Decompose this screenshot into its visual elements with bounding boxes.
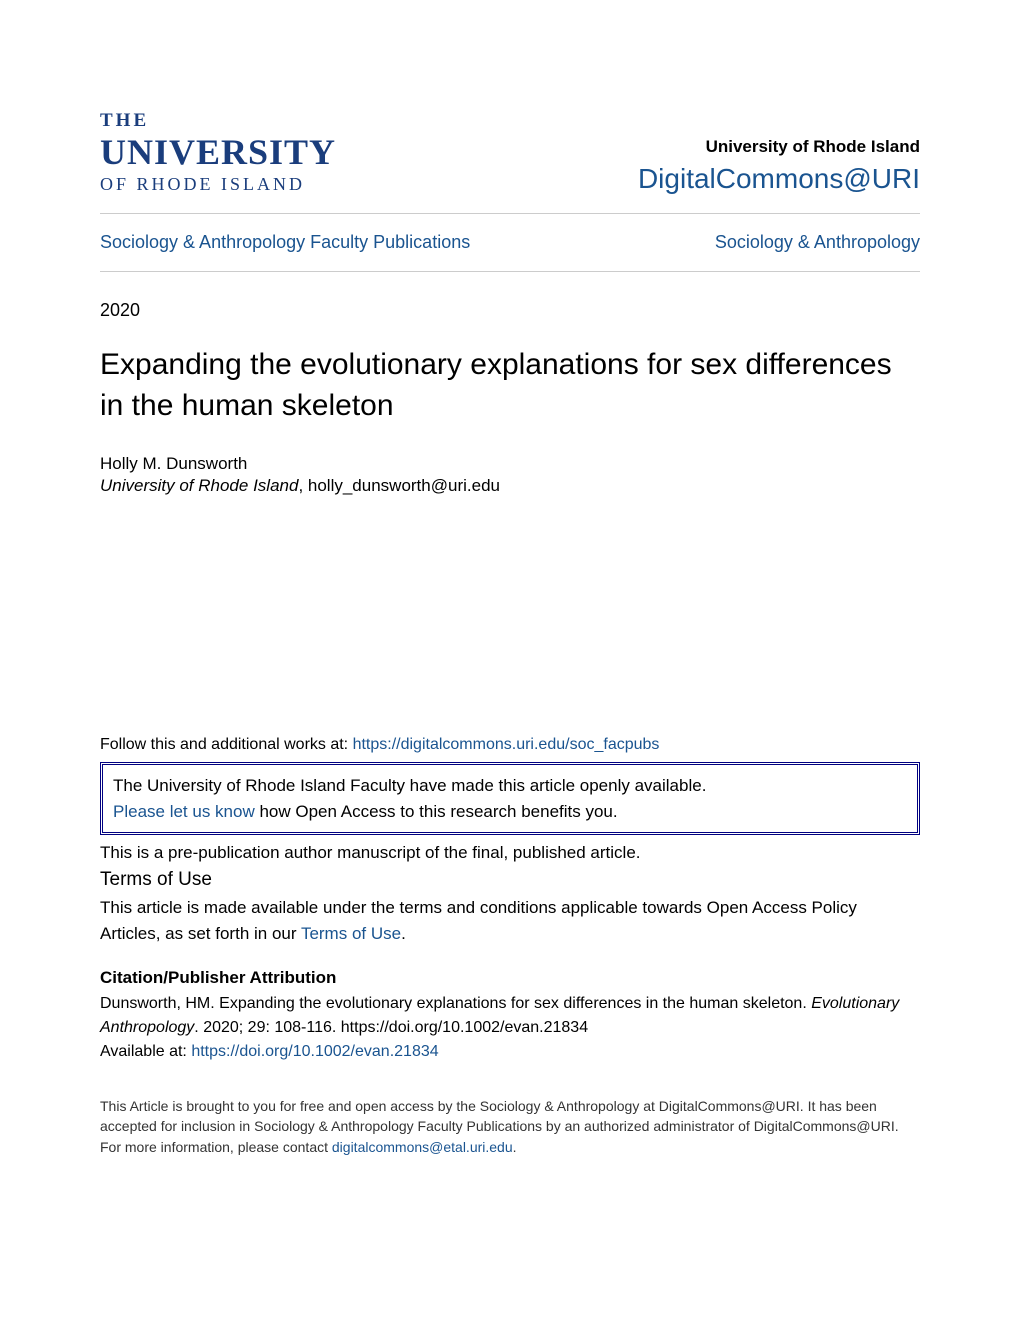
citation-heading: Citation/Publisher Attribution: [100, 968, 920, 988]
terms-prefix: This article is made available under the…: [100, 898, 857, 943]
university-name: University of Rhode Island: [638, 137, 920, 157]
citation-available-prefix: Available at:: [100, 1043, 191, 1060]
article-title: Expanding the evolutionary explanations …: [100, 345, 920, 426]
author-institution: University of Rhode Island: [100, 476, 298, 495]
page-header: THE UNIVERSITY OF RHODE ISLAND Universit…: [100, 110, 920, 195]
footer-contact-link[interactable]: digitalcommons@etal.uri.edu: [332, 1139, 513, 1155]
citation-text: Dunsworth, HM. Expanding the evolutionar…: [100, 992, 920, 1064]
follow-prefix: Follow this and additional works at:: [100, 736, 353, 753]
publication-year: 2020: [100, 300, 920, 321]
citation-author-line: Dunsworth, HM. Expanding the evolutionar…: [100, 995, 811, 1012]
logo-the: THE: [100, 110, 336, 132]
university-logo: THE UNIVERSITY OF RHODE ISLAND: [100, 110, 336, 195]
terms-text: This article is made available under the…: [100, 895, 920, 946]
logo-university: UNIVERSITY: [100, 134, 336, 170]
divider-bottom: [100, 271, 920, 272]
logo-rhode-island: OF RHODE ISLAND: [100, 174, 336, 195]
spacer: [100, 496, 920, 736]
terms-suffix: .: [401, 924, 406, 943]
breadcrumb-collection-link[interactable]: Sociology & Anthropology Faculty Publica…: [100, 232, 470, 253]
prepub-notice: This is a pre-publication author manuscr…: [100, 843, 920, 863]
oa-line2-rest: how Open Access to this research benefit…: [255, 802, 618, 821]
header-right: University of Rhode Island DigitalCommon…: [638, 137, 920, 195]
follow-text: Follow this and additional works at: htt…: [100, 736, 920, 754]
site-name-link[interactable]: DigitalCommons@URI: [638, 163, 920, 194]
breadcrumb-department-link[interactable]: Sociology & Anthropology: [715, 232, 920, 253]
footer-suffix: .: [513, 1139, 517, 1155]
open-access-box: The University of Rhode Island Faculty h…: [100, 762, 920, 835]
oa-let-us-know-link[interactable]: Please let us know: [113, 802, 255, 821]
oa-line1: The University of Rhode Island Faculty h…: [113, 773, 907, 799]
footer-text: This Article is brought to you for free …: [100, 1096, 920, 1157]
author-email: , holly_dunsworth@uri.edu: [298, 476, 500, 495]
follow-url-link[interactable]: https://digitalcommons.uri.edu/soc_facpu…: [353, 736, 660, 753]
terms-heading: Terms of Use: [100, 869, 920, 891]
breadcrumb: Sociology & Anthropology Faculty Publica…: [100, 214, 920, 271]
oa-line2: Please let us know how Open Access to th…: [113, 799, 907, 825]
author-name: Holly M. Dunsworth: [100, 454, 920, 474]
terms-of-use-link[interactable]: Terms of Use: [301, 924, 401, 943]
author-affiliation: University of Rhode Island, holly_dunswo…: [100, 476, 920, 496]
citation-doi-link[interactable]: https://doi.org/10.1002/evan.21834: [191, 1043, 438, 1060]
citation-details: . 2020; 29: 108-116. https://doi.org/10.…: [194, 1019, 588, 1036]
